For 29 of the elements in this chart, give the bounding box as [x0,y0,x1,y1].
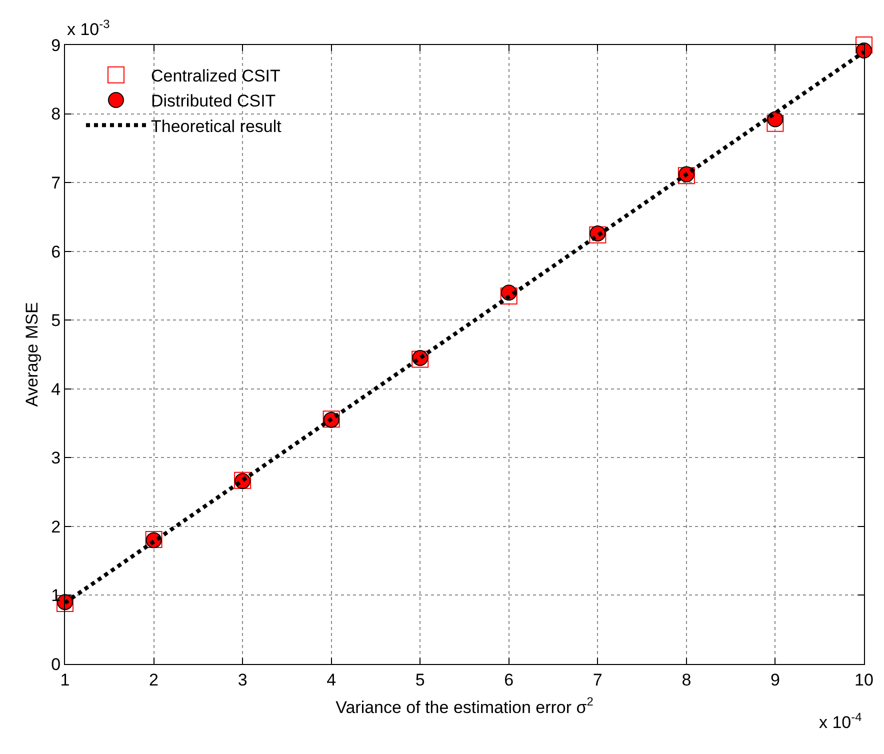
legend-label: Theoretical result [150,116,282,136]
x-tick-label: 4 [326,670,336,690]
y-tick-label: 3 [51,448,61,468]
x-tick-label: 5 [415,670,425,690]
y-tick-label: 7 [51,174,61,193]
x-tick-label: 10 [854,670,874,690]
y-axis-title: Average MSE [22,302,42,407]
x-axis-title: Variance of the estimation error σ$^{2}$ [336,694,594,717]
x-tick-label: 8 [682,670,692,690]
y-tick-label: 1 [51,586,61,606]
point [856,36,872,54]
x-tick-label: 3 [238,670,248,690]
y-tick-label: 8 [51,104,61,124]
point [766,114,784,132]
text: x 10$^{-4}$ [819,710,862,732]
point [500,288,518,305]
y-tick-label: 4 [51,380,61,399]
y-tick-label: 6 [51,242,61,262]
x-tick-label: 9 [770,670,780,690]
legend-label: Distributed CSIT [150,92,276,111]
y-tick-label: 2 [51,517,61,536]
legend-label: Centralized CSIT [150,66,280,86]
x-tick-label: 6 [504,670,514,690]
y-tick-label: 5 [51,311,61,330]
y-tick-label: 0 [51,654,61,674]
y-tick-label: 9 [51,36,61,55]
x-tick-label: 7 [592,670,602,690]
text: x 10$^{-3}$ [67,17,110,40]
x-tick-label: 2 [149,670,159,690]
